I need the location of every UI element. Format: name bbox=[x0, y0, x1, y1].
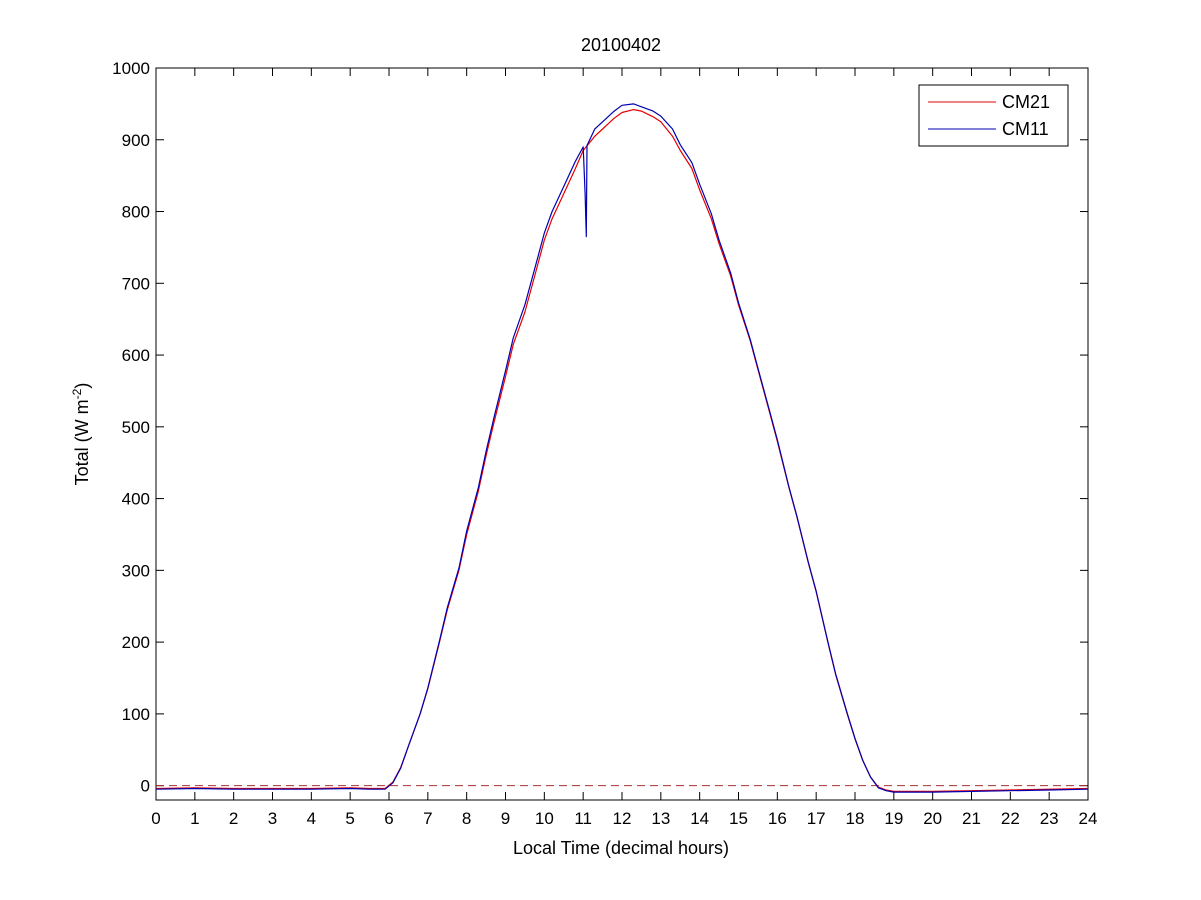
y-tick-label: 1000 bbox=[112, 59, 150, 78]
x-tick-label: 6 bbox=[384, 809, 393, 828]
legend-label-cm21: CM21 bbox=[1002, 92, 1050, 112]
x-tick-label: 22 bbox=[1001, 809, 1020, 828]
axis-ticks bbox=[155, 67, 1089, 800]
x-tick-label: 17 bbox=[807, 809, 826, 828]
y-tick-label: 600 bbox=[122, 346, 150, 365]
x-tick-label: 11 bbox=[574, 809, 592, 828]
plot-area bbox=[155, 67, 1089, 801]
x-tick-label: 3 bbox=[268, 809, 277, 828]
y-axis-label-close: ) bbox=[72, 383, 92, 389]
y-tick-label: 200 bbox=[122, 633, 150, 652]
y-tick-label: 400 bbox=[122, 490, 150, 509]
x-tick-label: 0 bbox=[151, 809, 160, 828]
x-tick-label: 16 bbox=[768, 809, 787, 828]
x-tick-label: 5 bbox=[345, 809, 354, 828]
x-tick-label: 24 bbox=[1079, 809, 1098, 828]
y-tick-label: 0 bbox=[141, 777, 150, 796]
x-tick-label: 20 bbox=[923, 809, 942, 828]
x-axis-label: Local Time (decimal hours) bbox=[513, 838, 729, 858]
x-tick-label: 15 bbox=[729, 809, 748, 828]
x-tick-label: 12 bbox=[613, 809, 632, 828]
x-tick-label: 21 bbox=[962, 809, 981, 828]
series-line-cm11 bbox=[155, 103, 1089, 793]
series-lines bbox=[155, 103, 1089, 793]
y-tick-label: 100 bbox=[122, 705, 150, 724]
legend-label-cm11: CM11 bbox=[1002, 119, 1049, 139]
y-tick-label: 500 bbox=[122, 418, 150, 437]
x-tick-label: 7 bbox=[423, 809, 432, 828]
x-tick-label: 8 bbox=[462, 809, 471, 828]
y-tick-label: 800 bbox=[122, 203, 150, 222]
chart-title: 20100402 bbox=[581, 35, 661, 55]
legend-box bbox=[918, 84, 1069, 147]
y-tick-label: 900 bbox=[122, 131, 150, 150]
x-tick-label: 19 bbox=[884, 809, 903, 828]
x-tick-label: 13 bbox=[651, 809, 670, 828]
x-tick-label: 2 bbox=[229, 809, 238, 828]
x-tick-label: 18 bbox=[846, 809, 865, 828]
y-tick-label: 700 bbox=[122, 274, 150, 293]
y-axis-label: Total (W m-2) bbox=[70, 383, 92, 486]
x-tick-label: 9 bbox=[501, 809, 510, 828]
y-axis-label-main: Total (W m bbox=[72, 399, 92, 485]
y-tick-label: 300 bbox=[122, 561, 150, 580]
tick-labels: 0 1 2 3 4 5 6 7 8 9 10 11 12 13 14 15 16 17 18 19 20 21 22 23 24… bbox=[112, 59, 1097, 828]
x-tick-label: 4 bbox=[307, 809, 316, 828]
legend: CM21 CM11 bbox=[918, 84, 1069, 147]
x-tick-label: 23 bbox=[1040, 809, 1059, 828]
x-tick-label: 1 bbox=[190, 809, 199, 828]
y-axis-label-superscript: -2 bbox=[70, 388, 84, 399]
x-tick-label: 14 bbox=[690, 809, 709, 828]
x-tick-label: 10 bbox=[535, 809, 554, 828]
